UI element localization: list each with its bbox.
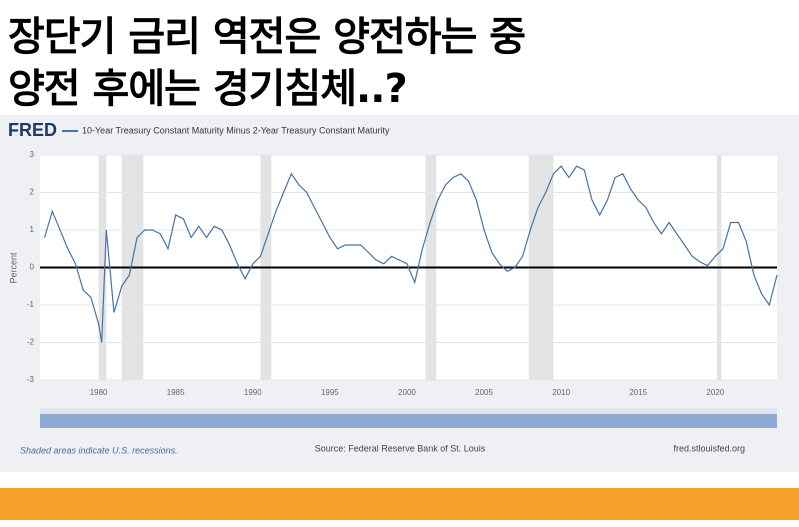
x-tick-label: 2005	[475, 388, 493, 397]
y-tick-label: 2	[30, 188, 35, 197]
x-tick-label: 1990	[244, 388, 262, 397]
x-tick-label: 1995	[321, 388, 339, 397]
y-tick-label: 0	[30, 263, 35, 272]
source: Source: Federal Reserve Bank of St. Loui…	[315, 443, 486, 453]
x-tick-label: 2000	[398, 388, 416, 397]
legend-label: 10-Year Treasury Constant Maturity Minus…	[82, 125, 390, 135]
x-tick-label: 1980	[90, 388, 108, 397]
headline: 양전 후에는 경기침체..?	[8, 66, 408, 112]
y-tick-label: -3	[27, 375, 35, 384]
x-tick-label: 2010	[552, 388, 570, 397]
navigator-area	[40, 414, 777, 428]
y-tick-label: -1	[27, 300, 35, 309]
site: fred.stlouisfed.org	[673, 443, 745, 453]
footer-bar	[0, 488, 799, 520]
x-tick-label: 2015	[629, 388, 647, 397]
y-tick-label: 3	[30, 150, 35, 159]
logo: FRED	[8, 120, 57, 140]
y-tick-label: 1	[30, 225, 35, 234]
y-axis-label: Percent	[8, 252, 18, 284]
y-tick-label: -2	[27, 338, 35, 347]
x-tick-label: 2020	[706, 388, 724, 397]
headline: 장단기 금리 역전은 양전하는 중	[8, 14, 526, 60]
x-tick-label: 1985	[167, 388, 185, 397]
data-line	[44, 165, 778, 343]
footnote: Shaded areas indicate U.S. recessions.	[20, 445, 178, 455]
